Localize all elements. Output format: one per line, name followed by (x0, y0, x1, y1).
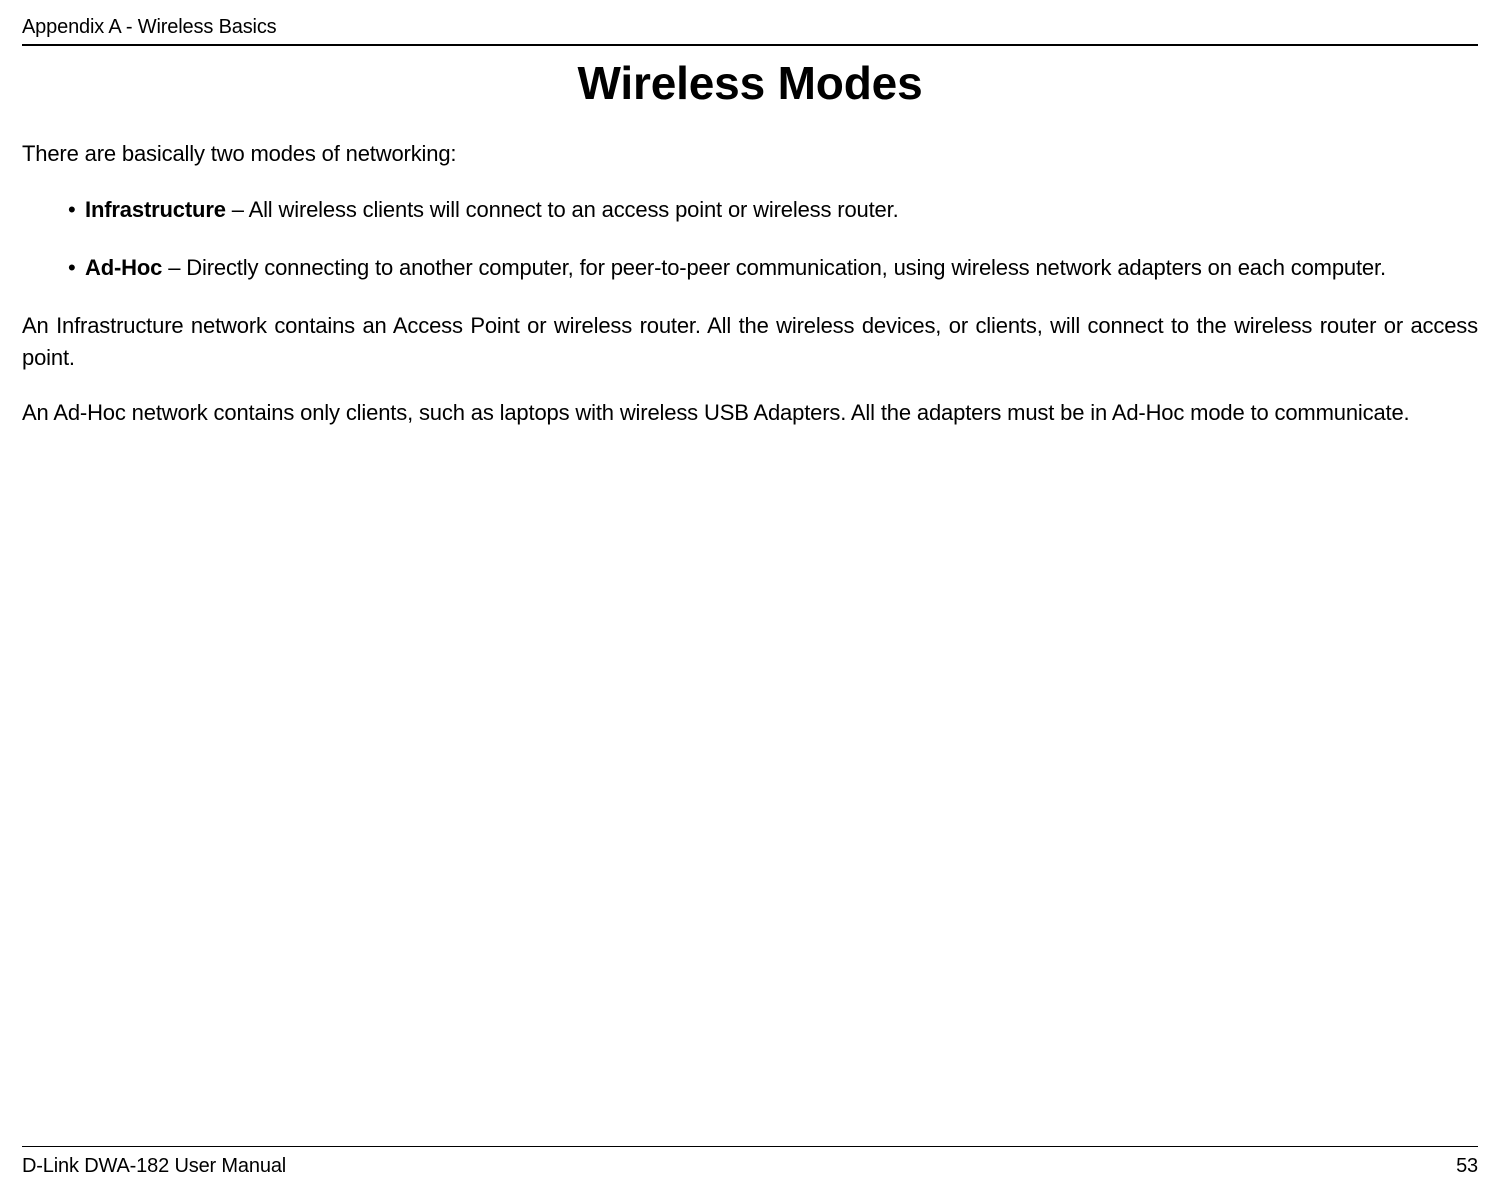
bullet-term: Ad-Hoc (85, 255, 162, 280)
appendix-header: Appendix A - Wireless Basics (22, 16, 277, 39)
header-rule (22, 44, 1478, 46)
bullet-dot: • (68, 252, 85, 284)
bullet-list: •Infrastructure – All wireless clients w… (22, 194, 1478, 284)
footer-page-number: 53 (1456, 1155, 1478, 1178)
bullet-item: •Infrastructure – All wireless clients w… (68, 194, 1478, 226)
intro-text: There are basically two modes of network… (22, 138, 1478, 170)
bullet-item: •Ad-Hoc – Directly connecting to another… (68, 252, 1478, 284)
bullet-text: – Directly connecting to another compute… (162, 255, 1386, 280)
bullet-dot: • (68, 194, 85, 226)
page-title: Wireless Modes (0, 56, 1500, 110)
bullet-term: Infrastructure (85, 197, 226, 222)
body-content: There are basically two modes of network… (22, 138, 1478, 453)
footer-manual-name: D-Link DWA-182 User Manual (22, 1155, 286, 1178)
bullet-text: – All wireless clients will connect to a… (226, 197, 899, 222)
paragraph: An Infrastructure network contains an Ac… (22, 310, 1478, 374)
footer-rule (22, 1146, 1478, 1147)
paragraph: An Ad-Hoc network contains only clients,… (22, 397, 1478, 429)
